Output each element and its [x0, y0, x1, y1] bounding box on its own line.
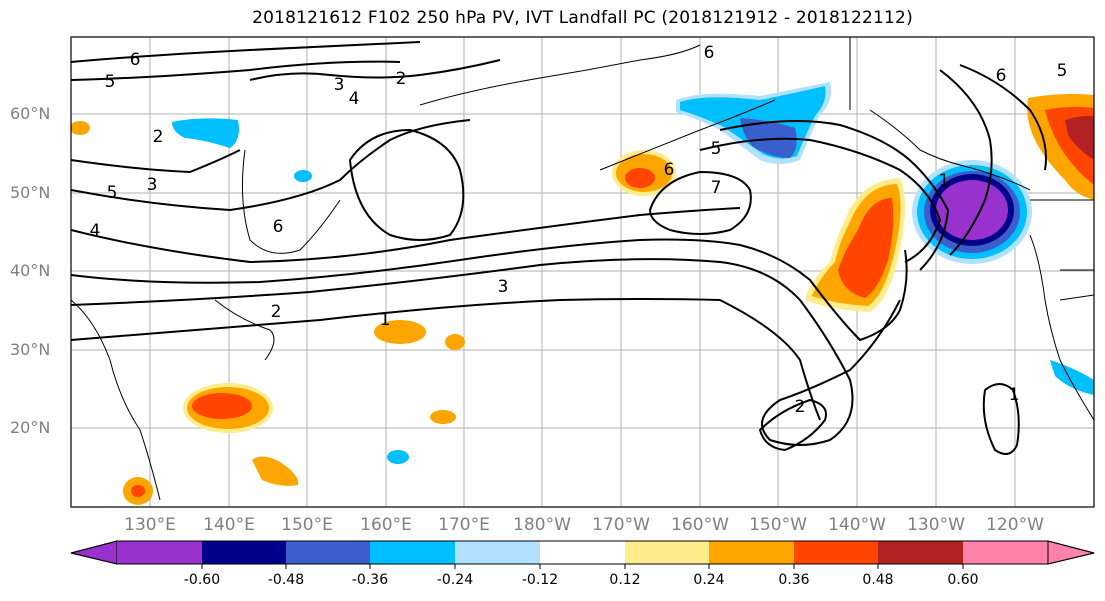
colorbar	[70, 540, 1095, 569]
contour-label: 6	[273, 217, 284, 237]
lon-label: 130°E	[124, 515, 176, 535]
map-border	[70, 36, 1095, 508]
colorbar-outline	[70, 540, 1095, 565]
contour-label: 5	[1057, 61, 1068, 81]
contour-label: 1	[1009, 385, 1020, 405]
contour-4-jet	[71, 207, 741, 264]
lon-label: 160°W	[671, 515, 729, 535]
colorbar-segment	[286, 541, 370, 564]
shaded-anomalies	[71, 82, 1094, 505]
lon-label: 170°E	[438, 515, 490, 535]
contour-5-north	[71, 119, 471, 212]
lon-label: 140°W	[828, 515, 886, 535]
contour-6-north	[71, 149, 241, 174]
contour-label: 6	[664, 160, 675, 180]
contour-2-jet	[71, 258, 901, 446]
colorbar-tick-label: 0.12	[609, 572, 641, 588]
contour-label: 3	[334, 75, 345, 95]
contour-label: 2	[271, 302, 282, 322]
colorbar-segment	[709, 541, 794, 564]
contour-label: 7	[711, 178, 722, 198]
map-title: 2018121612 F102 250 hPa PV, IVT Landfall…	[252, 8, 913, 28]
contour-label: 3	[498, 277, 509, 297]
lon-label: 160°E	[360, 515, 412, 535]
contour-ring-2	[758, 398, 827, 452]
lat-label-60: 60°N	[10, 104, 51, 123]
lat-label-40: 40°N	[10, 261, 51, 280]
lon-label: 150°W	[749, 515, 807, 535]
contour-label: 5	[105, 72, 116, 92]
colorbar-tick-label: -0.60	[183, 572, 221, 588]
colorbar-tick-label: 0.60	[947, 572, 979, 588]
contour-7-low	[648, 170, 752, 235]
colorbar-tick-label: 0.36	[778, 572, 810, 588]
contour-ridge-1	[699, 137, 942, 263]
contour-1-south	[71, 298, 821, 421]
contour-label: 2	[795, 397, 806, 417]
contour-right-1	[959, 64, 1047, 171]
contour-label: 3	[147, 175, 158, 195]
colorbar-tick-label: -0.48	[267, 572, 305, 588]
colorbar-segment	[625, 541, 709, 564]
colorbar-segment	[540, 541, 625, 564]
contour-label: 6	[130, 50, 141, 70]
colorbar-tick-label: 0.24	[693, 572, 725, 588]
lat-label-20: 20°N	[10, 418, 51, 437]
contour-label: 2	[396, 69, 407, 89]
colorbar-tick-label: -0.24	[436, 572, 474, 588]
colorbar-tick-label: 0.48	[862, 572, 894, 588]
contour-label: 1	[380, 310, 391, 330]
contour-label: 5	[711, 139, 722, 159]
contour-label: 4	[90, 221, 101, 241]
contour-cutoff-low	[348, 128, 465, 241]
colorbar-segment	[370, 541, 455, 564]
contour-5-top	[71, 60, 401, 81]
contour-ridge-2	[719, 120, 950, 271]
lat-label-30: 30°N	[10, 340, 51, 359]
contour-label: 6	[996, 66, 1007, 86]
lon-label: 140°E	[203, 515, 255, 535]
colorbar-segment	[794, 541, 878, 564]
contour-6-top	[71, 41, 421, 63]
contour-label: 5	[107, 183, 118, 203]
pv-contours	[71, 41, 1047, 455]
contour-label: 4	[349, 89, 360, 109]
contour-trough-right	[939, 69, 993, 256]
lon-label: 150°E	[281, 515, 333, 535]
map-background	[71, 37, 1094, 507]
coastlines	[71, 37, 1094, 501]
colorbar-extend-low	[70, 540, 118, 565]
colorbar-segment	[963, 541, 1048, 564]
lon-label: 130°W	[907, 515, 965, 535]
contour-labels: 6 5 3 2 4 2 5 3 4 6 2 3 1 6 7 5 6 5 6 2 …	[90, 43, 1068, 417]
lon-label: 180°W	[513, 515, 571, 535]
lat-label-50: 50°N	[10, 183, 51, 202]
lon-label: 170°W	[592, 515, 650, 535]
colorbar-extend-high	[1047, 540, 1095, 565]
colorbar-segment	[878, 541, 963, 564]
colorbar-segment	[202, 541, 286, 564]
contour-label: 1	[939, 171, 950, 191]
colorbar-segment	[455, 541, 540, 564]
lon-label: 120°W	[986, 515, 1044, 535]
contour-3-jet	[71, 238, 908, 342]
colorbar-tick-label: -0.36	[351, 572, 389, 588]
contour-label: 2	[153, 127, 164, 147]
colorbar-segment	[117, 541, 202, 564]
colorbar-tick-label: -0.12	[521, 572, 559, 588]
contour-small-ring	[982, 383, 1020, 455]
contour-3-top	[249, 59, 501, 81]
contour-label: 6	[704, 43, 715, 63]
